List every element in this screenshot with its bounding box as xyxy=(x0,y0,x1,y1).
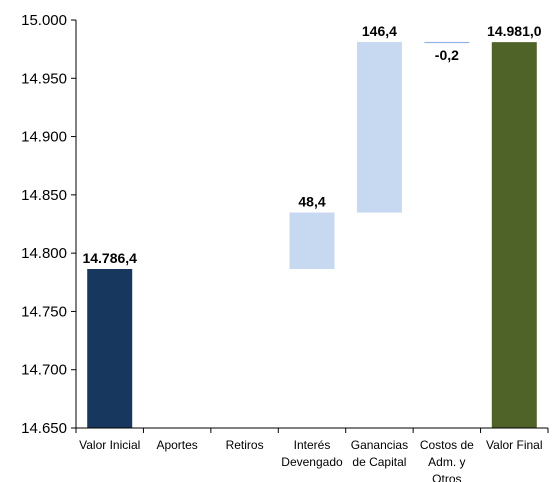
data-labels-group: 14.786,4 48,4 146,4 -0,2 14.981,0 xyxy=(82,23,541,266)
data-label: 146,4 xyxy=(362,23,397,39)
x-tick-label-line: Costos de xyxy=(420,438,474,452)
x-tick-label: Interés Devengado xyxy=(281,438,343,469)
y-tick-label: 14.950 xyxy=(21,70,67,87)
x-tick-label: Valor Final xyxy=(486,438,542,452)
x-tick-label-line: Retiros xyxy=(226,438,264,452)
data-label: 48,4 xyxy=(298,194,325,210)
bar-total xyxy=(87,268,133,428)
bar-change xyxy=(424,41,470,44)
bar-change xyxy=(289,212,335,269)
bar-final xyxy=(491,42,537,429)
x-axis: Valor Inicial Aportes Retiros Interés Deveng… xyxy=(75,427,549,482)
data-label: 14.786,4 xyxy=(82,250,137,266)
x-tick-label-line: Otros xyxy=(432,472,461,482)
y-tick-label: 15.000 xyxy=(21,12,67,29)
bar-change xyxy=(356,41,402,213)
y-tick-label: 14.900 xyxy=(21,129,67,146)
x-tick-label-line: Adm. y xyxy=(428,455,465,469)
x-tick-label-line: Aportes xyxy=(156,438,197,452)
x-tick-label: Costos de Adm. y Otros xyxy=(420,438,474,482)
y-tick-label: 14.750 xyxy=(21,303,67,320)
y-tick-label: 14.700 xyxy=(21,362,67,379)
y-axis: 15.000 14.950 14.900 14.850 14.800 14.750 14.7… xyxy=(21,12,77,437)
bars-group xyxy=(87,41,537,429)
data-label: 14.981,0 xyxy=(487,23,542,39)
x-tick-label-line: Interés xyxy=(294,438,331,452)
y-tick-label: 14.850 xyxy=(21,187,67,204)
x-tick-label: Retiros xyxy=(226,438,264,452)
x-tick-label-line: Valor Inicial xyxy=(79,438,140,452)
x-tick-label-line: Valor Final xyxy=(486,438,542,452)
x-tick-label-line: Devengado xyxy=(281,455,343,469)
y-tick-label: 14.800 xyxy=(21,245,67,262)
y-tick-label: 14.650 xyxy=(21,420,67,437)
x-tick-label: Ganancias de Capital xyxy=(351,438,408,469)
x-tick-label: Valor Inicial xyxy=(79,438,140,452)
data-label: -0,2 xyxy=(435,47,459,63)
x-tick-label-line: de Capital xyxy=(352,455,406,469)
x-tick-label-line: Ganancias xyxy=(351,438,408,452)
x-tick-label: Aportes xyxy=(156,438,197,452)
